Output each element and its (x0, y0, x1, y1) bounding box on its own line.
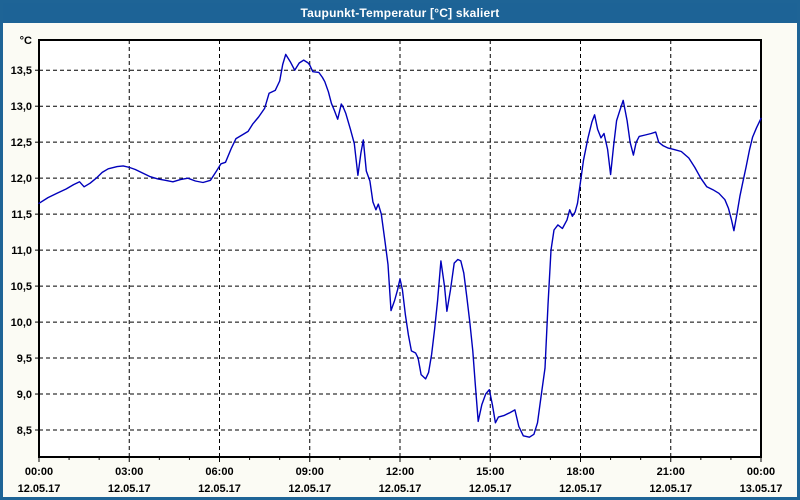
window-title-bar: Taupunkt-Temperatur [°C] skaliert (3, 3, 797, 23)
chart-area: 13,5 13,0 12,5 12,0 11,5 11,0 10,5 10,0 9,5 9,0 8,… (3, 23, 797, 497)
y-tick-label: 11,0 (11, 245, 32, 257)
x-tick-date-label: 12.05.17 (288, 483, 331, 495)
y-tick-label: 8,5 (17, 425, 32, 437)
chart-canvas: 13,5 13,0 12,5 12,0 11,5 11,0 10,5 10,0 9,5 9,0 8,… (11, 35, 783, 495)
x-tick-date-label: 12.05.17 (108, 483, 151, 495)
plot-border (38, 39, 762, 458)
x-tick-time-label: 12:00 (386, 466, 414, 478)
x-tick-time-label: 03:00 (115, 466, 143, 478)
x-tick-time-label: 15:00 (476, 466, 504, 478)
y-tick-label: 13,5 (11, 65, 32, 77)
y-tick-label: 11,5 (11, 209, 32, 221)
y-tick-label: 9,5 (17, 353, 32, 365)
x-tick-date-label: 12.05.17 (559, 483, 602, 495)
x-tick-date-label: 12.05.17 (379, 483, 422, 495)
x-tick-date-label: 12.05.17 (469, 483, 512, 495)
y-tick-label: 12,0 (11, 173, 32, 185)
x-tick-time-label: 18:00 (566, 466, 594, 478)
x-tick-time-label: 09:00 (296, 466, 324, 478)
x-tick-time-label: 21:00 (657, 466, 685, 478)
y-tick-label: 9,0 (17, 389, 32, 401)
x-tick-date-label: 13.05.17 (740, 483, 783, 495)
y-axis-unit-label: °C (20, 35, 32, 47)
x-tick-time-label: 00:00 (747, 466, 775, 478)
data-line-taupunkt-temperatur (38, 53, 762, 438)
window-title: Taupunkt-Temperatur [°C] skaliert (300, 6, 500, 20)
x-tick-date-label: 12.05.17 (649, 483, 692, 495)
y-tick-label: 10,0 (11, 317, 32, 329)
y-tick-label: 13,0 (11, 101, 32, 113)
x-tick-date-label: 12.05.17 (18, 483, 61, 495)
plot-area (39, 40, 761, 457)
x-tick-time-label: 00:00 (25, 466, 53, 478)
y-tick-label: 10,5 (11, 281, 32, 293)
y-tick-label: 12,5 (11, 137, 32, 149)
x-tick-time-label: 06:00 (205, 466, 233, 478)
x-tick-date-label: 12.05.17 (198, 483, 241, 495)
